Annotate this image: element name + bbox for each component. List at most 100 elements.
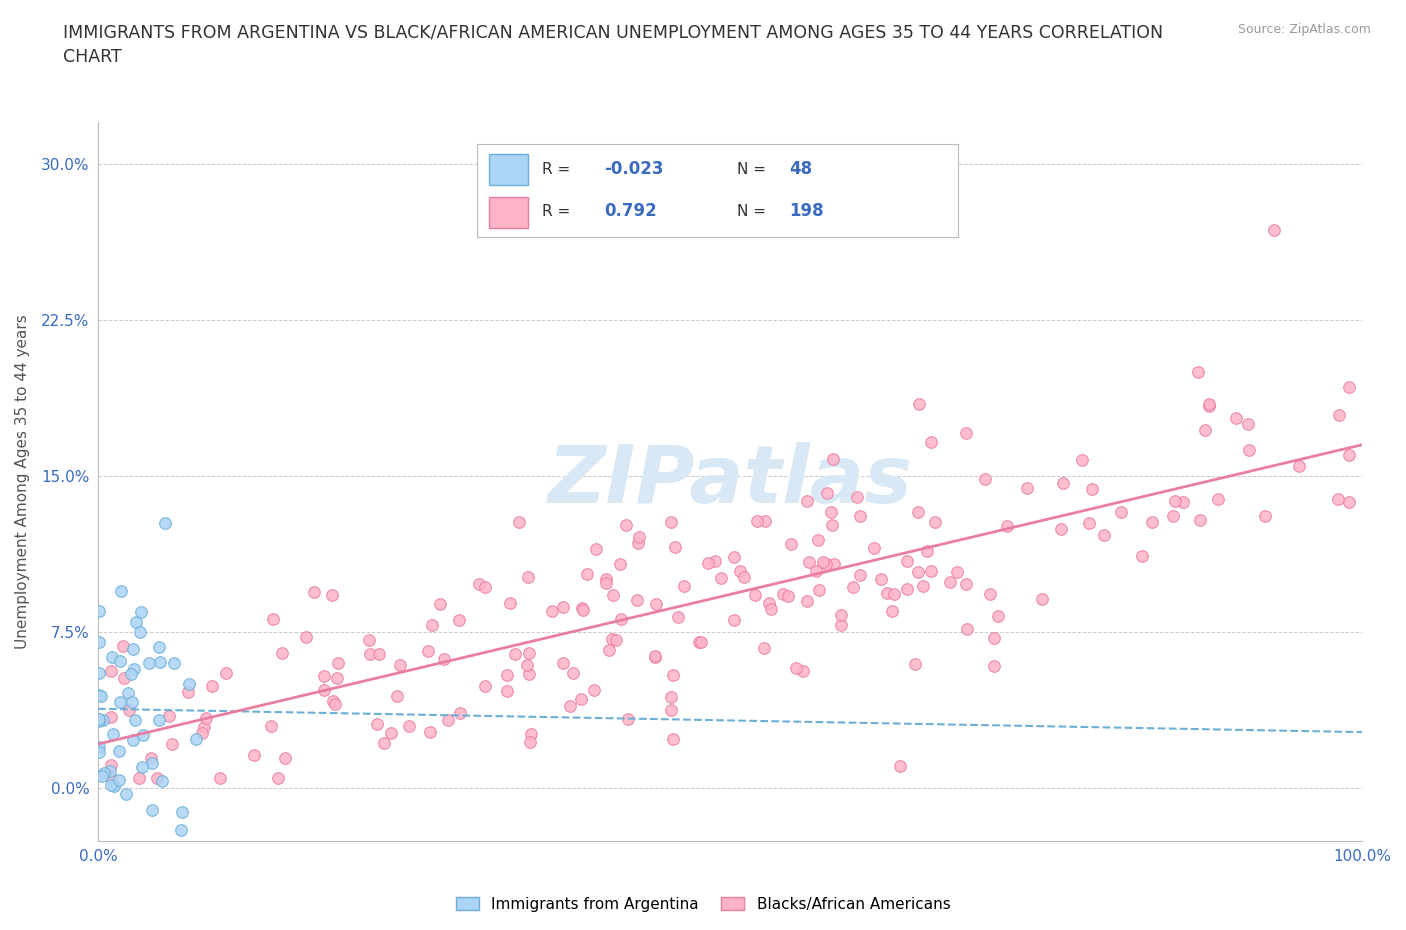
- Point: [117, 685, 139, 700]
- Point: [955, 426, 977, 441]
- Point: [666, 610, 689, 625]
- Point: [690, 634, 713, 649]
- Point: [823, 452, 845, 467]
- Point: [979, 586, 1001, 601]
- Point: [1081, 482, 1104, 497]
- Point: [595, 571, 617, 586]
- Point: [907, 565, 929, 579]
- Point: [157, 709, 180, 724]
- Point: [1288, 458, 1310, 473]
- Point: [880, 604, 903, 618]
- Point: [373, 736, 395, 751]
- Point: [807, 532, 830, 547]
- Point: [627, 529, 650, 544]
- Point: [152, 774, 174, 789]
- Point: [779, 537, 801, 551]
- Point: [325, 697, 347, 711]
- Point: [974, 472, 997, 486]
- Point: [1198, 398, 1220, 413]
- Point: [367, 646, 389, 661]
- Point: [904, 657, 927, 671]
- Point: [184, 732, 207, 747]
- Point: [920, 435, 942, 450]
- Point: [987, 609, 1010, 624]
- Point: [468, 577, 491, 591]
- Point: [797, 554, 820, 569]
- Point: [89, 634, 111, 649]
- Point: [1263, 223, 1285, 238]
- Point: [1339, 447, 1361, 462]
- Point: [1237, 417, 1260, 432]
- Point: [772, 587, 794, 602]
- Point: [883, 587, 905, 602]
- Text: Source: ZipAtlas.com: Source: ZipAtlas.com: [1237, 23, 1371, 36]
- Point: [474, 678, 496, 693]
- Point: [644, 597, 666, 612]
- Point: [195, 711, 218, 725]
- Point: [108, 743, 131, 758]
- Point: [610, 612, 633, 627]
- Point: [118, 702, 141, 717]
- Point: [659, 690, 682, 705]
- Point: [91, 712, 114, 727]
- Point: [595, 576, 617, 591]
- Point: [583, 683, 606, 698]
- Point: [503, 647, 526, 662]
- Point: [129, 604, 152, 619]
- Point: [896, 554, 918, 569]
- Point: [433, 652, 456, 667]
- Point: [662, 732, 685, 747]
- Point: [508, 515, 530, 530]
- Point: [956, 621, 979, 636]
- Point: [1050, 522, 1073, 537]
- Point: [688, 635, 710, 650]
- Point: [128, 771, 150, 786]
- Point: [191, 726, 214, 741]
- Point: [1140, 514, 1163, 529]
- Point: [745, 513, 768, 528]
- Point: [811, 554, 834, 569]
- Point: [814, 557, 837, 572]
- Point: [98, 764, 121, 778]
- Point: [380, 725, 402, 740]
- Point: [796, 593, 818, 608]
- Point: [274, 751, 297, 765]
- Point: [155, 516, 177, 531]
- Point: [495, 668, 517, 683]
- Point: [312, 669, 335, 684]
- Point: [821, 518, 844, 533]
- Point: [575, 566, 598, 581]
- Point: [1327, 408, 1350, 423]
- Point: [321, 587, 343, 602]
- Point: [778, 588, 800, 603]
- Point: [177, 684, 200, 699]
- Y-axis label: Unemployment Among Ages 35 to 44 years: Unemployment Among Ages 35 to 44 years: [15, 313, 30, 648]
- Point: [516, 658, 538, 672]
- Point: [357, 632, 380, 647]
- Point: [389, 658, 412, 672]
- Point: [267, 771, 290, 786]
- Point: [754, 640, 776, 655]
- Point: [876, 585, 898, 600]
- Point: [519, 734, 541, 749]
- Point: [177, 677, 200, 692]
- Point: [112, 671, 135, 686]
- Point: [100, 663, 122, 678]
- Point: [728, 564, 751, 578]
- Point: [148, 640, 170, 655]
- Point: [387, 689, 409, 704]
- Point: [823, 556, 845, 571]
- Point: [820, 504, 842, 519]
- Point: [1189, 512, 1212, 527]
- Point: [733, 570, 755, 585]
- Legend: Immigrants from Argentina, Blacks/African Americans: Immigrants from Argentina, Blacks/Africa…: [450, 890, 956, 918]
- Point: [723, 613, 745, 628]
- Point: [110, 583, 132, 598]
- Point: [148, 712, 170, 727]
- Point: [201, 678, 224, 693]
- Point: [170, 823, 193, 838]
- Point: [160, 737, 183, 751]
- Point: [122, 642, 145, 657]
- Point: [100, 758, 122, 773]
- Point: [89, 711, 111, 726]
